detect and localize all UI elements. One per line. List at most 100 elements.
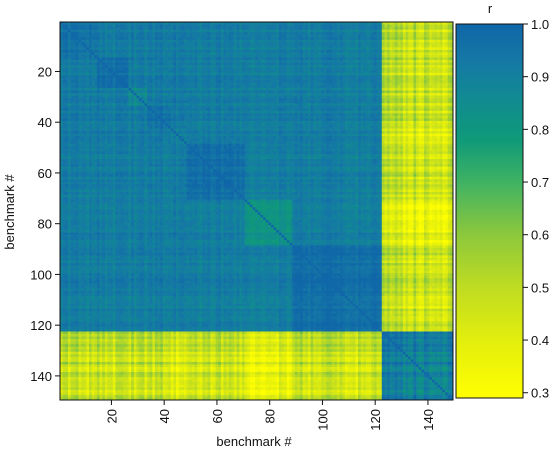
heatmap-cell (155, 40, 158, 43)
heatmap-cell (163, 73, 166, 76)
heatmap-cell (435, 75, 438, 78)
heatmap-cell (387, 98, 390, 101)
heatmap-cell (97, 70, 100, 73)
heatmap-cell (131, 96, 134, 99)
heatmap-cell (152, 88, 155, 91)
heatmap-cell (113, 75, 116, 78)
heatmap-cell (263, 103, 266, 106)
heatmap-cell (229, 93, 232, 96)
heatmap-cell (168, 30, 171, 33)
heatmap-cell (205, 93, 208, 96)
heatmap-cell (71, 60, 74, 63)
heatmap-cell (221, 91, 224, 94)
heatmap-cell (421, 30, 424, 33)
heatmap-cell (113, 45, 116, 48)
heatmap-cell (168, 32, 171, 35)
heatmap-cell (311, 85, 314, 88)
heatmap-cell (144, 45, 147, 48)
heatmap-cell (398, 85, 401, 88)
heatmap-cell (73, 52, 76, 55)
heatmap-cell (295, 101, 298, 104)
heatmap-cell (73, 32, 76, 35)
heatmap-cell (292, 88, 295, 91)
heatmap-cell (200, 32, 203, 35)
heatmap-cell (348, 101, 351, 104)
heatmap-cell (440, 75, 443, 78)
heatmap-cell (184, 32, 187, 35)
heatmap-cell (176, 78, 179, 81)
heatmap-cell (134, 63, 137, 66)
heatmap-cell (139, 96, 142, 99)
heatmap-cell (187, 47, 190, 50)
heatmap-cell (144, 88, 147, 91)
heatmap-cell (421, 50, 424, 53)
heatmap-cell (224, 42, 227, 45)
heatmap-cell (282, 37, 285, 40)
heatmap-cell (166, 101, 169, 104)
heatmap-cell (89, 83, 92, 86)
heatmap-cell (300, 70, 303, 73)
heatmap-cell (411, 58, 414, 61)
heatmap-cell (187, 63, 190, 66)
heatmap-cell (408, 93, 411, 96)
heatmap-cell (268, 63, 271, 66)
heatmap-cell (166, 70, 169, 73)
heatmap-cell (179, 40, 182, 43)
heatmap-cell (152, 37, 155, 40)
heatmap-cell (234, 88, 237, 91)
heatmap-cell (134, 40, 137, 43)
heatmap-cell (115, 52, 118, 55)
heatmap-cell (105, 60, 108, 63)
heatmap-cell (189, 98, 192, 101)
heatmap-cell (258, 45, 261, 48)
heatmap-cell (337, 96, 340, 99)
heatmap-cell (65, 37, 68, 40)
heatmap-cell (187, 27, 190, 30)
heatmap-cell (131, 65, 134, 68)
heatmap-cell (92, 103, 95, 106)
heatmap-cell (292, 50, 295, 53)
heatmap-cell (305, 63, 308, 66)
heatmap-cell (107, 45, 110, 48)
heatmap-cell (284, 98, 287, 101)
heatmap-cell (118, 25, 121, 28)
heatmap-cell (416, 68, 419, 71)
heatmap-cell (408, 55, 411, 58)
heatmap-cell (160, 35, 163, 38)
heatmap-cell (136, 91, 139, 94)
heatmap-cell (218, 68, 221, 71)
heatmap-cell (255, 47, 258, 50)
heatmap-cell (168, 52, 171, 55)
heatmap-cell (332, 30, 335, 33)
heatmap-cell (279, 83, 282, 86)
heatmap-cell (435, 52, 438, 55)
heatmap-cell (247, 47, 250, 50)
heatmap-cell (226, 78, 229, 81)
heatmap-cell (160, 65, 163, 68)
heatmap-cell (118, 80, 121, 83)
heatmap-cell (387, 65, 390, 68)
heatmap-cell (163, 63, 166, 66)
heatmap-cell (239, 91, 242, 94)
heatmap-cell (84, 96, 87, 99)
heatmap-cell (263, 93, 266, 96)
heatmap-cell (110, 103, 113, 106)
heatmap-cell (358, 73, 361, 76)
heatmap-cell (163, 30, 166, 33)
heatmap-cell (258, 73, 261, 76)
heatmap-cell (163, 88, 166, 91)
heatmap-cell (202, 93, 205, 96)
heatmap-cell (260, 58, 263, 61)
heatmap-cell (97, 93, 100, 96)
heatmap-cell (213, 88, 216, 91)
heatmap-cell (68, 88, 71, 91)
heatmap-cell (224, 106, 227, 109)
heatmap-cell (115, 40, 118, 43)
heatmap-cell (84, 37, 87, 40)
heatmap-cell (181, 80, 184, 83)
heatmap-cell (384, 65, 387, 68)
heatmap-cell (329, 50, 332, 53)
heatmap-cell (300, 91, 303, 94)
heatmap-cell (152, 93, 155, 96)
heatmap-cell (144, 30, 147, 33)
